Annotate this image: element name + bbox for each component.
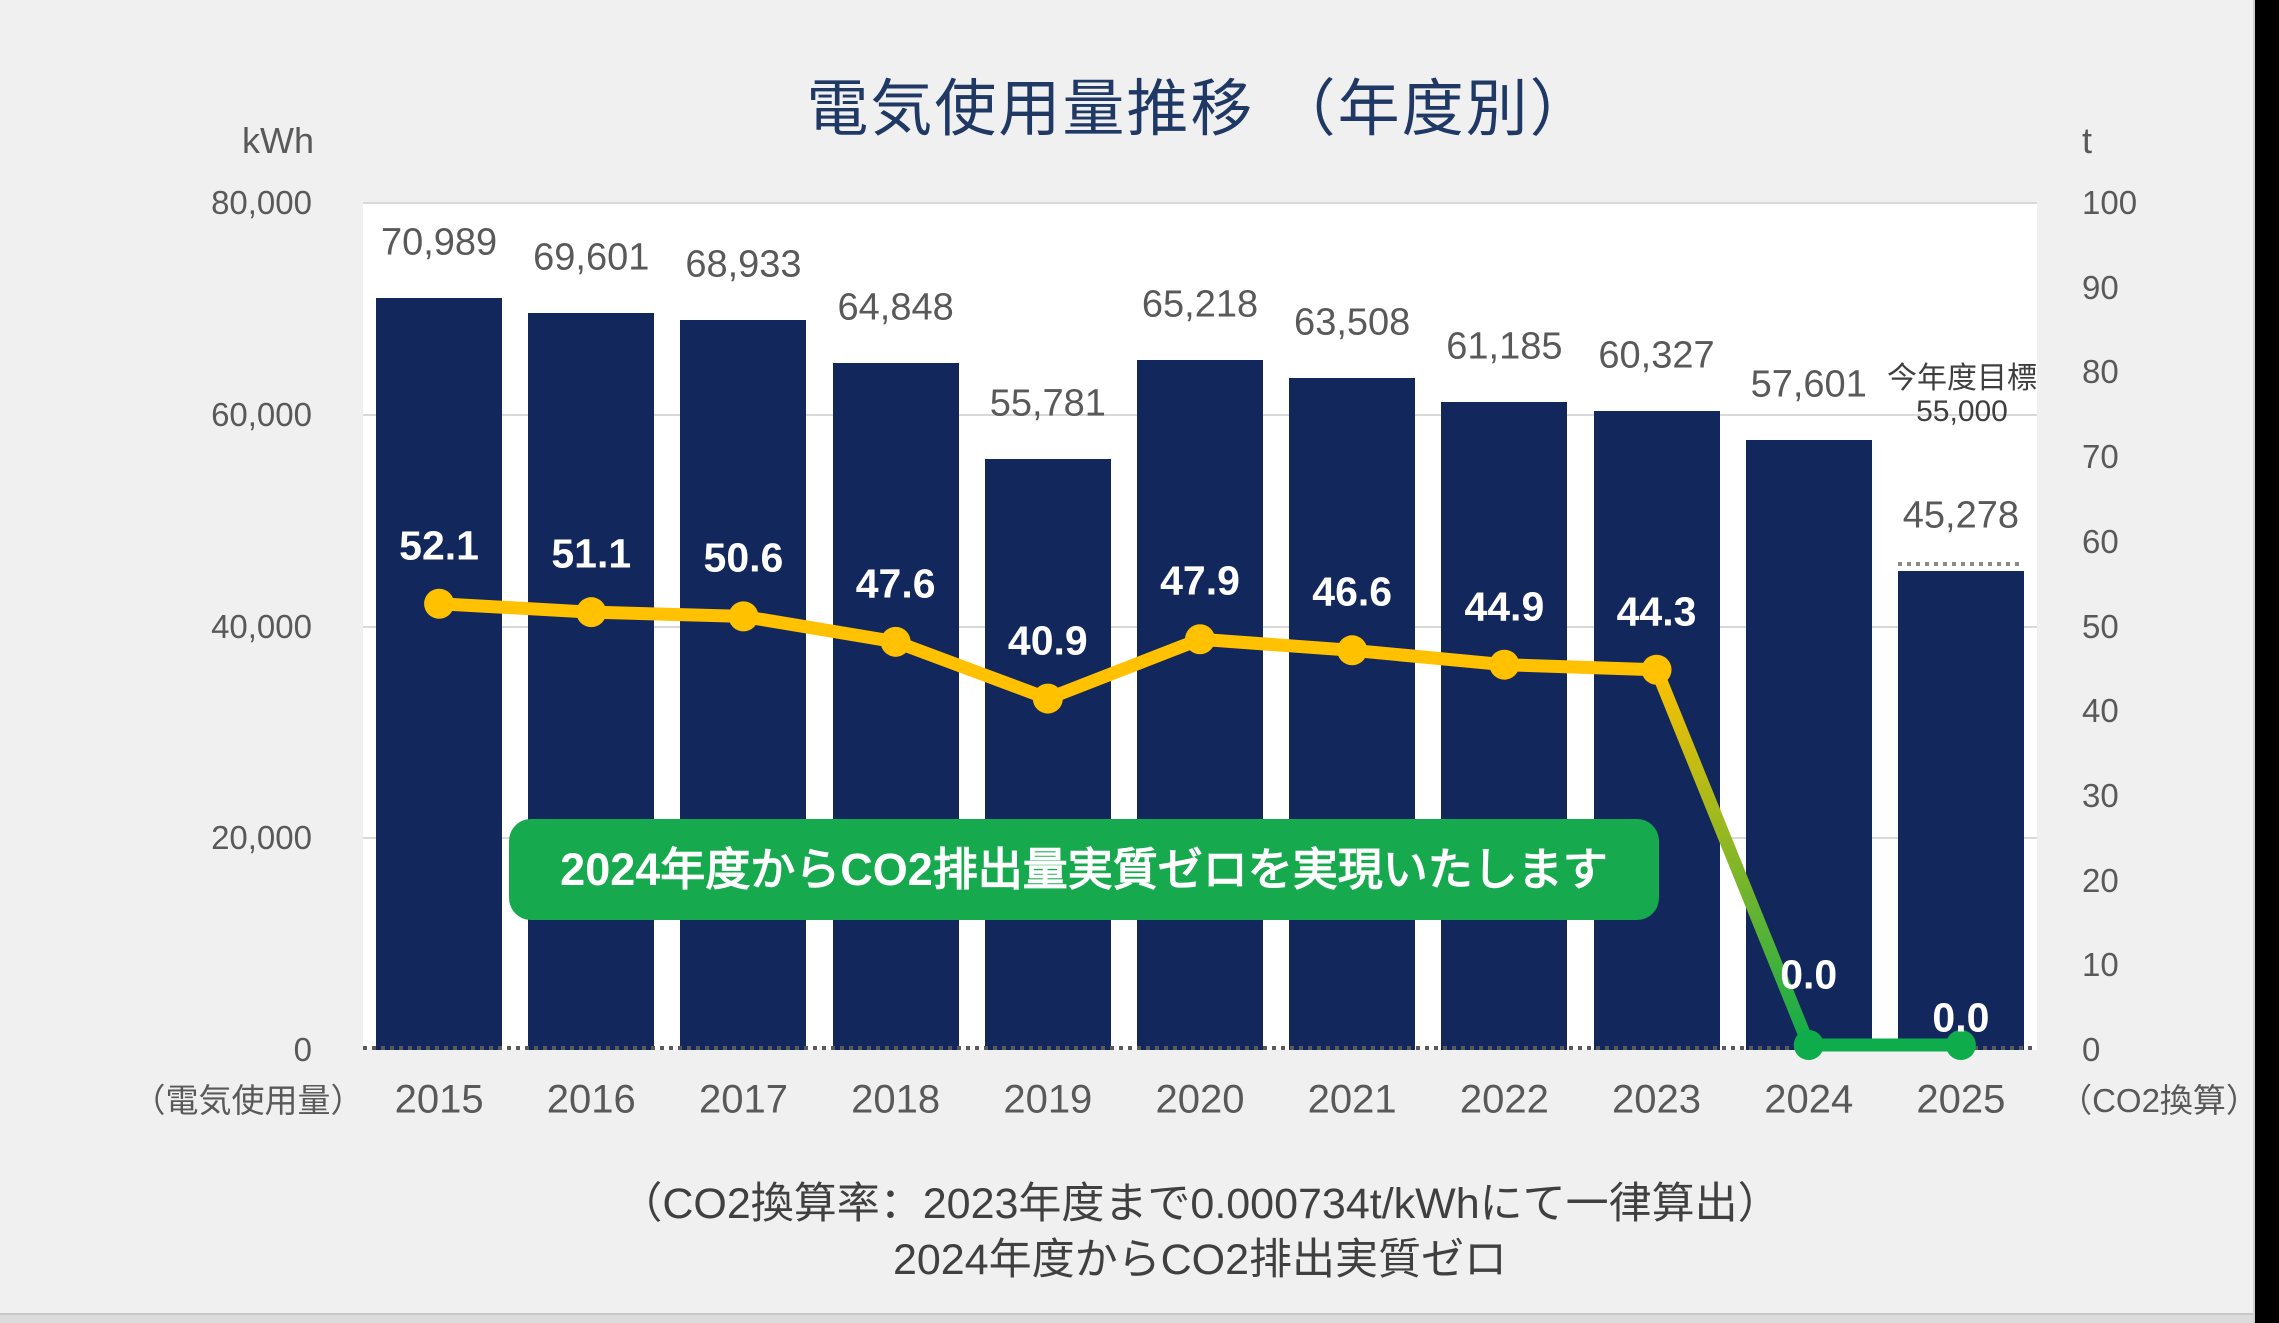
bar-value-label-2021: 63,508 bbox=[1294, 301, 1411, 344]
bar-value-label-2022: 61,185 bbox=[1446, 325, 1563, 368]
line-value-label-2020: 47.9 bbox=[1160, 557, 1240, 604]
target-annotation-line2: 55,000 bbox=[1916, 395, 2008, 428]
bar-value-label-2019: 55,781 bbox=[989, 382, 1106, 425]
left-axis-tick-0: 0 bbox=[293, 1031, 312, 1068]
x-axis-baseline-dotted bbox=[363, 1046, 2037, 1050]
right-axis-tick-80: 80 bbox=[2082, 353, 2119, 391]
right-axis-tick-50: 50 bbox=[2082, 607, 2119, 645]
bar-value-label-2024: 57,601 bbox=[1750, 363, 1867, 406]
bar-value-label-2017: 68,933 bbox=[685, 243, 802, 286]
bar-2018 bbox=[832, 363, 959, 1050]
right-axis-tick-0: 0 bbox=[2082, 1031, 2101, 1068]
right-axis-tick-40: 40 bbox=[2082, 692, 2119, 730]
target-annotation-line1: 今年度目標 bbox=[1887, 362, 2037, 395]
bar-2020 bbox=[1137, 359, 1263, 1050]
left-axis-tick-60,000: 60,000 bbox=[211, 395, 312, 433]
line-value-label-2018: 47.6 bbox=[855, 560, 936, 607]
left-axis-tick-20,000: 20,000 bbox=[211, 819, 312, 857]
co2-zero-banner: 2024年度からCO2排出量実質ゼロを実現いたします bbox=[509, 819, 1659, 920]
right-axis-tick-20: 20 bbox=[2082, 861, 2119, 899]
bar-2023 bbox=[1593, 411, 1720, 1050]
footnote-line2: 2024年度からCO2排出実質ゼロ bbox=[892, 1236, 1508, 1284]
x-axis-left-caption: （電気使用量） bbox=[132, 1082, 364, 1119]
bar-2017 bbox=[680, 320, 807, 1050]
line-value-label-2015: 52.1 bbox=[399, 522, 479, 569]
bar-2025 bbox=[1897, 570, 2024, 1050]
line-value-label-2025: 0.0 bbox=[1932, 994, 1990, 1041]
right-axis-tick-60: 60 bbox=[2082, 522, 2119, 560]
right-axis-tick-30: 30 bbox=[2082, 776, 2119, 814]
bar-value-label-2020: 65,218 bbox=[1141, 283, 1259, 325]
line-value-label-2021: 46.6 bbox=[1312, 568, 1393, 615]
line-value-label-2023: 44.3 bbox=[1616, 588, 1697, 635]
co2-zero-banner-text: 2024年度からCO2排出量実質ゼロを実現いたします bbox=[560, 844, 1608, 895]
line-value-label-2016: 51.1 bbox=[551, 530, 632, 577]
right-axis-tick-90: 90 bbox=[2082, 268, 2119, 306]
right-axis-tick-70: 70 bbox=[2082, 438, 2119, 476]
screen-edge-bottom-strip bbox=[0, 1313, 2253, 1323]
right-axis-tick-100: 100 bbox=[2082, 184, 2138, 221]
left-axis-tick-40,000: 40,000 bbox=[211, 607, 312, 645]
bar-value-label-2015: 70,989 bbox=[380, 221, 498, 264]
bar-2022 bbox=[1441, 402, 1568, 1050]
bar-2015 bbox=[376, 298, 503, 1050]
x-axis-label-2025: 2025 bbox=[1916, 1077, 2006, 1122]
bar-value-label-2025: 45,278 bbox=[1902, 494, 2020, 537]
line-value-label-2019: 40.9 bbox=[1007, 617, 1088, 664]
footnote-line1: （CO2換算率：2023年度まで0.000734t/kWhにて一律算出） bbox=[619, 1180, 1781, 1228]
screen-edge-black-strip bbox=[2253, 0, 2279, 1323]
x-axis-label-2022: 2022 bbox=[1459, 1077, 1549, 1122]
x-axis-right-caption: （CO2換算） bbox=[2059, 1082, 2259, 1119]
target-annotation: 今年度目標 55,000 bbox=[1852, 362, 2072, 428]
bar-value-label-2023: 60,327 bbox=[1598, 334, 1715, 377]
left-axis-tick-80,000: 80,000 bbox=[211, 184, 312, 221]
line-value-label-2022: 44.9 bbox=[1464, 583, 1545, 630]
x-axis-label-2020: 2020 bbox=[1155, 1077, 1245, 1122]
x-axis-label-2023: 2023 bbox=[1612, 1077, 1702, 1122]
bar-2019 bbox=[984, 459, 1111, 1050]
gridline-80,000 bbox=[363, 202, 2037, 204]
line-value-label-2024: 0.0 bbox=[1780, 951, 1838, 998]
bar-value-label-2018: 64,848 bbox=[837, 286, 954, 329]
x-axis-label-2018: 2018 bbox=[851, 1077, 941, 1122]
x-axis-label-2016: 2016 bbox=[546, 1077, 636, 1122]
forecast-dotted-cap-2025 bbox=[1897, 561, 2024, 566]
x-axis-label-2015: 2015 bbox=[394, 1077, 484, 1122]
bar-value-label-2016: 69,601 bbox=[533, 236, 650, 279]
bar-2021 bbox=[1289, 377, 1416, 1050]
x-axis-label-2017: 2017 bbox=[698, 1077, 788, 1122]
chart-title: 電気使用量推移 （年度別） bbox=[806, 75, 1594, 144]
line-value-label-2017: 50.6 bbox=[703, 534, 784, 581]
right-axis-tick-10: 10 bbox=[2082, 946, 2119, 984]
x-axis-label-2019: 2019 bbox=[1003, 1077, 1093, 1122]
bar-2016 bbox=[528, 313, 655, 1050]
right-axis-unit-label: t bbox=[2082, 120, 2093, 161]
x-axis-label-2024: 2024 bbox=[1764, 1077, 1854, 1122]
footnote-block: （CO2換算率：2023年度まで0.000734t/kWhにて一律算出） 202… bbox=[363, 1176, 2037, 1288]
x-axis-label-2021: 2021 bbox=[1307, 1077, 1397, 1122]
left-axis-unit-label: kWh bbox=[242, 120, 314, 161]
